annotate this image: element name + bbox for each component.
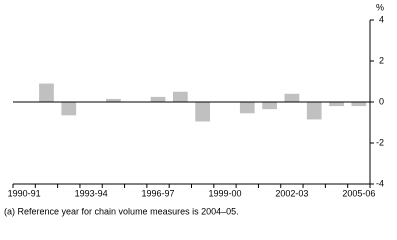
- x-tick-label: 1993-94: [75, 188, 108, 198]
- bar: [306, 102, 322, 120]
- bar: [150, 96, 166, 102]
- bar: [195, 102, 211, 122]
- bar: [172, 91, 188, 102]
- bar: [239, 102, 255, 114]
- y-axis-label: %: [376, 2, 384, 12]
- bar: [284, 93, 300, 102]
- bar: [351, 102, 367, 107]
- y-tick-label: 4: [379, 14, 384, 24]
- x-tick-label: 1999-00: [208, 188, 241, 198]
- bar: [39, 83, 54, 102]
- footnote: (a) Reference year for chain volume meas…: [4, 206, 239, 216]
- y-tick-label: -2: [376, 137, 384, 147]
- x-tick-label: 2005-06: [342, 188, 375, 198]
- y-tick-label: 0: [379, 96, 384, 106]
- bar: [61, 102, 77, 116]
- bar: [329, 102, 344, 107]
- y-tick-label: -4: [376, 178, 384, 188]
- x-tick-label: 1990-91: [8, 188, 41, 198]
- chart: % (a) Reference year for chain volume me…: [4, 2, 384, 216]
- x-tick-label: 1996-97: [142, 188, 175, 198]
- bar: [262, 102, 277, 110]
- bar: [106, 98, 121, 102]
- x-tick-label: 2002-03: [275, 188, 308, 198]
- y-tick-label: 2: [379, 55, 384, 65]
